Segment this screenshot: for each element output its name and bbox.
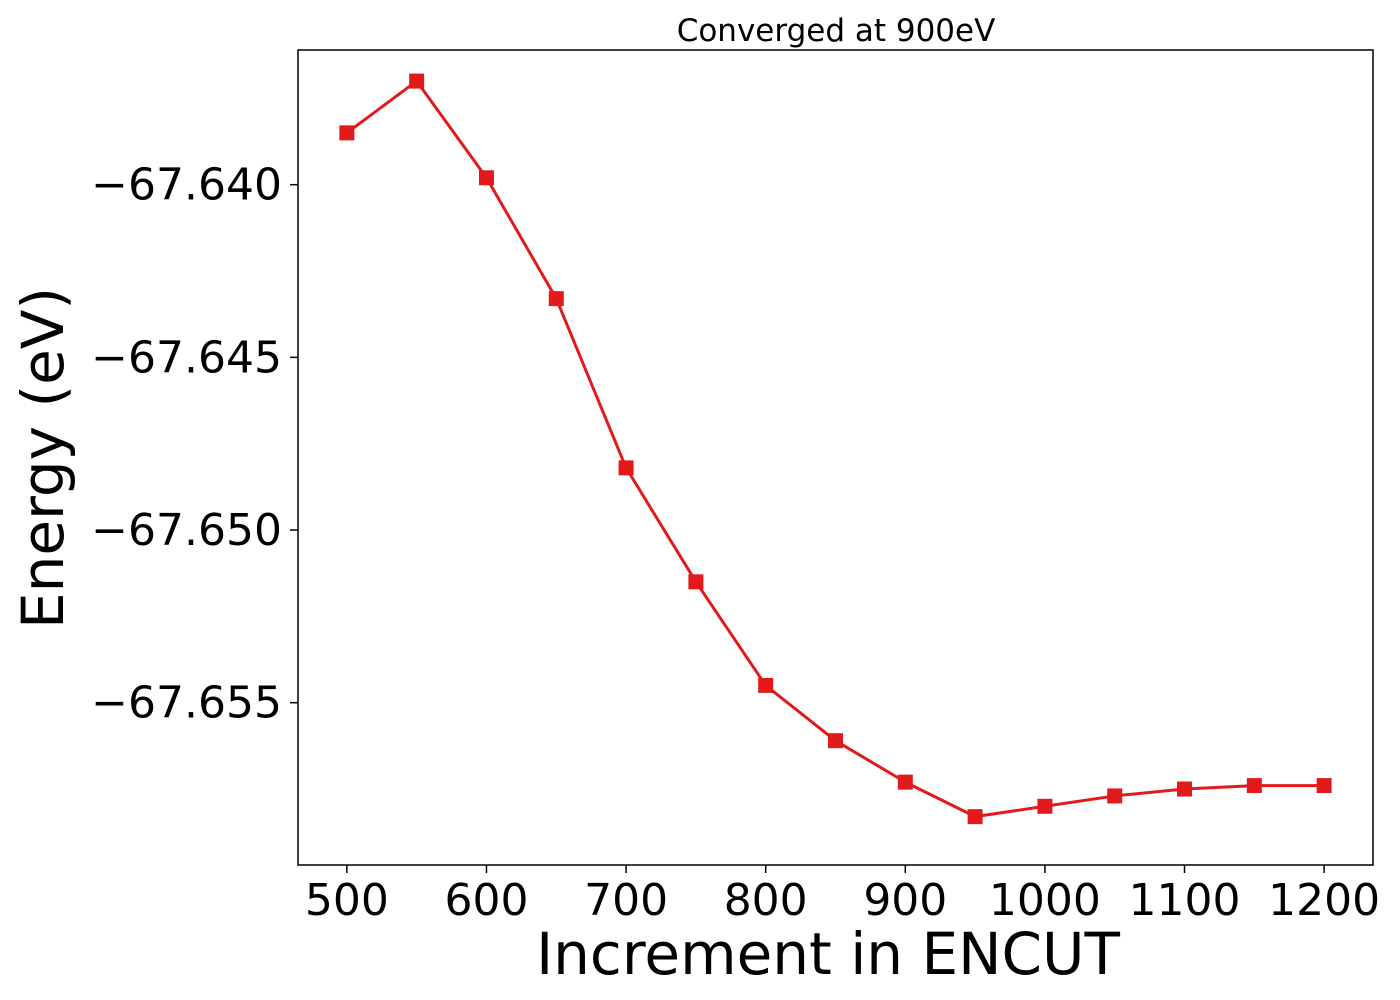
data-point-marker: [409, 73, 425, 89]
x-tick-label: 1200: [1268, 875, 1380, 926]
data-point-marker: [1037, 798, 1053, 814]
data-point-marker: [1107, 788, 1123, 804]
x-tick-label: 600: [444, 875, 528, 926]
x-axis-label: Increment in ENCUT: [536, 920, 1120, 988]
data-point-marker: [548, 291, 564, 307]
data-point-marker: [828, 733, 843, 749]
data-point-marker: [967, 809, 983, 825]
data-point-marker: [1177, 781, 1193, 797]
y-tick-label: −67.640: [91, 160, 282, 211]
x-tick-label: 500: [305, 875, 389, 926]
y-tick-label: −67.645: [91, 332, 282, 383]
y-tick-label: −67.655: [91, 678, 282, 729]
data-point-marker: [339, 125, 355, 141]
x-tick-label: 1100: [1129, 875, 1241, 926]
chart-title: Converged at 900eV: [677, 13, 996, 49]
series-layer: [339, 73, 1332, 825]
x-tick-label: 800: [724, 875, 808, 926]
y-tick-label: −67.650: [91, 505, 282, 556]
x-tick-label: 900: [863, 875, 947, 926]
data-point-marker: [688, 574, 704, 590]
data-point-marker: [478, 170, 494, 186]
x-tick-label: 700: [584, 875, 668, 926]
plot-frame: [297, 49, 1374, 866]
data-point-marker: [618, 460, 634, 476]
data-point-marker: [1316, 778, 1332, 794]
y-axis: −67.640 −67.645 −67.650 −67.655: [91, 160, 298, 729]
y-axis-label: Energy (eV): [9, 287, 77, 629]
plot-area: 500 600 700 800 900 1000 1100 1200 −67.640−67.6…: [91, 49, 1380, 926]
x-axis: 500 600 700 800 900 1000 1100 1200: [305, 865, 1380, 926]
data-point-marker: [1246, 778, 1262, 794]
data-point-marker: [758, 677, 774, 693]
x-tick-label: 1000: [989, 875, 1101, 926]
data-point-marker: [897, 774, 913, 790]
